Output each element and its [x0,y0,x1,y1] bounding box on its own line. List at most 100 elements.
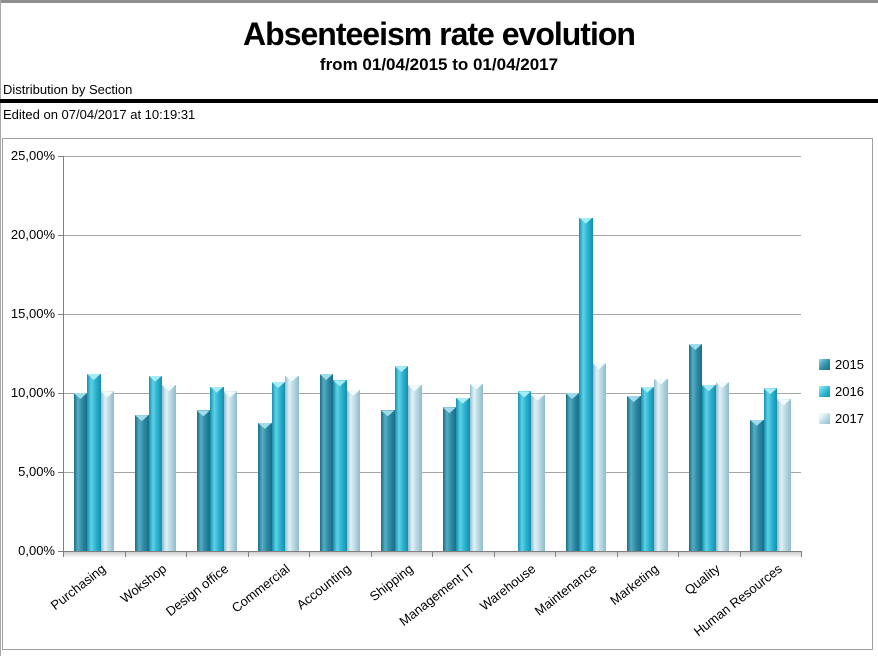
bar-2015-commercial [258,423,272,551]
bar-top-bevel [210,386,224,393]
legend-label-2015: 2015 [835,357,864,372]
y-gridline [63,314,801,315]
y-axis-tick [58,235,63,236]
x-axis-tick [432,552,433,557]
report-header: Absenteeism rate evolution from 01/04/20… [0,14,878,76]
bar-2015-quality [688,344,702,551]
bar-2015-shipping [381,410,395,551]
legend-marker-2016 [819,386,830,397]
window-top-border [0,0,878,3]
bar-2017-management-it [469,383,483,551]
category-label-accounting: Accounting [294,561,354,613]
bar-top-bevel [148,375,162,382]
y-tick-label: 25,00% [10,148,55,163]
bar-top-bevel [469,383,483,390]
bar-2015-maintenance [565,393,579,551]
bar-top-bevel [517,391,531,398]
y-axis-tick [58,551,63,552]
window-left-border [0,0,1,656]
y-tick-label: 10,00% [10,385,55,400]
bar-top-bevel [271,381,285,388]
category-label-shipping: Shipping [366,561,416,604]
bar-2015-accounting [319,374,333,551]
bar-2017-wokshop [162,385,176,551]
page-title: Absenteeism rate evolution [243,16,636,52]
bar-top-bevel [565,393,579,399]
category-label-quality: Quality [681,561,723,598]
edited-timestamp: Edited on 07/04/2017 at 10:19:31 [3,107,196,122]
x-axis-tick [63,552,64,557]
bar-top-bevel [87,374,101,381]
x-axis-tick [309,552,310,557]
y-tick-label: 15,00% [10,306,55,321]
bar-top-bevel [333,380,347,387]
bar-top-bevel [196,410,210,417]
bar-2016-accounting [333,380,347,551]
y-gridline [63,235,801,236]
legend-marker-2017 [819,413,830,424]
x-axis-line [63,551,802,552]
bar-2016-quality [702,385,716,551]
divider-rule [0,99,878,103]
y-gridline [63,156,801,157]
y-tick-label: 20,00% [10,227,55,242]
bar-2016-warehouse [517,391,531,551]
category-label-commercial: Commercial [228,561,293,616]
bar-top-bevel [777,399,791,406]
x-axis-tick [370,552,372,557]
legend-item-2016: 2016 [819,385,871,399]
x-axis-tick [493,552,495,557]
bar-2017-marketing [654,378,668,551]
bar-2017-purchasing [100,391,114,551]
y-axis-line [63,156,64,551]
bar-top-bevel [73,393,87,399]
x-axis-tick [124,552,126,557]
bar-2016-wokshop [148,375,162,551]
bar-top-bevel [702,385,716,392]
x-axis-tick [616,552,618,557]
bar-2016-human-resources [763,388,777,551]
legend-label-2017: 2017 [835,411,864,426]
y-tick-label: 0,00% [18,543,55,558]
bar-2016-commercial [271,381,285,551]
bar-2016-shipping [394,366,408,551]
bar-top-bevel [688,344,702,351]
bar-2016-design-office [210,386,224,551]
bar-2015-management-it [442,407,456,551]
bar-2016-management-it [456,397,470,551]
bar-top-bevel [394,366,408,373]
category-label-maintenance: Maintenance [532,561,600,619]
x-axis-tick [678,552,679,557]
legend-marker-2015 [819,359,830,370]
x-axis-tick [186,552,187,557]
bar-top-bevel [654,378,668,385]
bar-top-bevel [285,375,299,382]
bar-2015-purchasing [73,393,87,551]
bar-top-bevel [750,419,764,426]
page-subtitle: from 01/04/2015 to 01/04/2017 [319,55,559,74]
bar-top-bevel [531,394,545,401]
bar-top-bevel [319,374,333,381]
category-label-wokshop: Wokshop [117,561,170,607]
bar-2017-warehouse [531,394,545,551]
category-label-marketing: Marketing [607,561,662,608]
bar-top-bevel [456,397,470,404]
plot-area: 0,00% 5,00% 10,00% 15,00% 20,00% 25,00% Purcha… [3,139,872,649]
legend-item-2015: 2015 [819,358,871,372]
bar-top-bevel [162,385,176,392]
bar-top-bevel [579,217,593,224]
bar-2016-maintenance [579,217,593,551]
bar-top-bevel [592,362,606,369]
bar-2017-shipping [408,385,422,551]
bar-top-bevel [346,389,360,396]
y-axis-tick [58,393,63,394]
y-axis-tick [58,314,63,315]
bar-2017-maintenance [592,362,606,551]
legend-item-2017: 2017 [819,412,871,426]
bar-2016-purchasing [87,374,101,551]
bar-2017-accounting [346,389,360,551]
bar-2017-quality [715,381,729,551]
bar-top-bevel [135,415,149,422]
y-tick-label: 5,00% [18,464,55,479]
section-label: Distribution by Section [3,82,133,97]
